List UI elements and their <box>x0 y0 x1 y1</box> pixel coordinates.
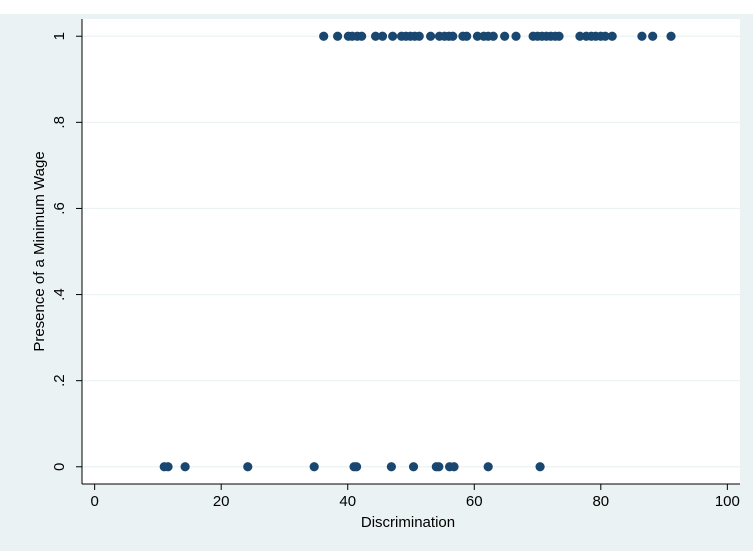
y-tick-label-1: .2 <box>51 374 68 387</box>
x-axis-label: Discrimination <box>361 514 455 531</box>
data-point-21 <box>370 31 381 41</box>
data-point-33 <box>448 31 458 41</box>
y-tick-label-2: .4 <box>51 288 68 301</box>
data-point-7 <box>386 462 396 472</box>
y-tick-label-0: 0 <box>51 463 68 471</box>
data-point-41 <box>511 31 521 41</box>
data-point-40 <box>500 31 510 41</box>
data-point-16 <box>333 31 343 41</box>
data-point-22 <box>377 31 388 41</box>
plot-area <box>82 19 740 484</box>
data-point-8 <box>408 462 419 472</box>
data-point-23 <box>388 31 398 41</box>
x-tick-label-2: 40 <box>339 493 356 510</box>
data-point-4 <box>309 462 319 472</box>
data-point-57 <box>648 31 658 41</box>
x-tick-label-1: 20 <box>213 493 230 510</box>
y-axis-label: Presence of a Minimum Wage <box>31 151 48 351</box>
data-point-6 <box>351 462 362 472</box>
data-point-36 <box>472 31 483 41</box>
data-point-12 <box>449 462 459 472</box>
x-tick-label-5: 100 <box>715 493 740 510</box>
data-point-58 <box>666 31 676 41</box>
data-point-1 <box>163 462 173 472</box>
data-point-14 <box>535 462 545 472</box>
data-point-28 <box>414 31 424 41</box>
data-point-48 <box>554 31 564 41</box>
y-tick-label-4: .8 <box>51 116 68 129</box>
data-point-15 <box>319 31 329 41</box>
data-point-54 <box>600 31 610 41</box>
data-point-29 <box>426 31 436 41</box>
data-point-49 <box>575 31 585 41</box>
data-point-56 <box>637 31 647 41</box>
x-tick-label-3: 60 <box>466 493 483 510</box>
data-point-20 <box>357 31 367 41</box>
data-point-35 <box>462 31 472 41</box>
data-point-10 <box>434 462 444 472</box>
data-point-55 <box>607 31 617 41</box>
x-tick-label-4: 80 <box>592 493 609 510</box>
x-tick-label-0: 0 <box>90 493 98 510</box>
data-point-3 <box>243 462 253 472</box>
y-tick-label-5: 1 <box>51 32 68 40</box>
y-tick-label-3: .6 <box>51 202 68 215</box>
data-point-13 <box>483 462 493 472</box>
data-point-39 <box>488 31 498 41</box>
caption-strip <box>0 0 753 14</box>
data-point-2 <box>180 462 190 472</box>
